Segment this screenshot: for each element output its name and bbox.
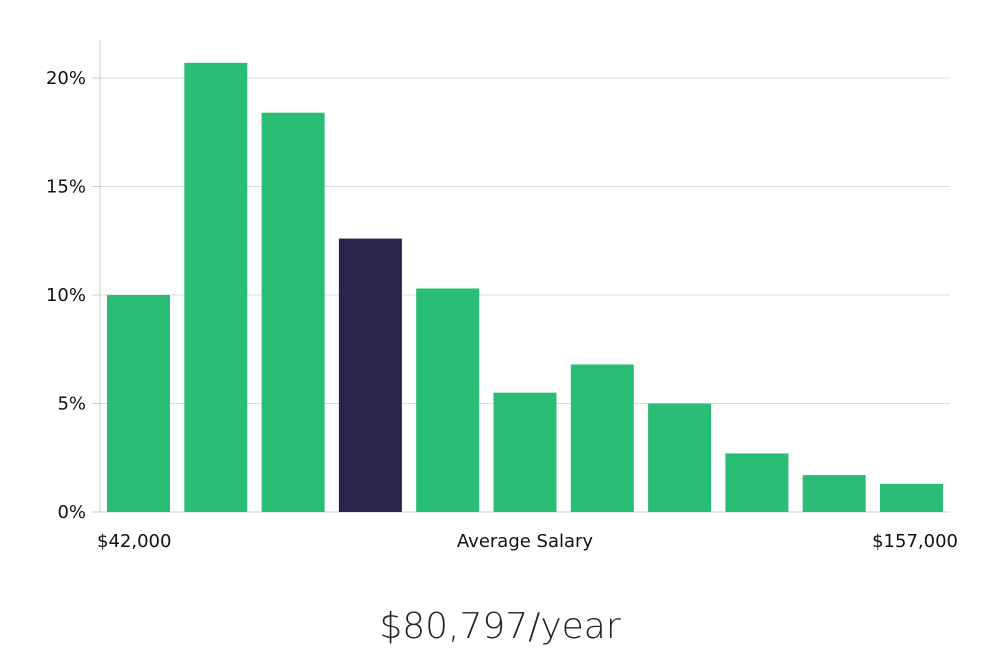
y-tick-label: 5% <box>57 394 86 415</box>
bars <box>107 62 943 513</box>
y-axis-tick-labels: 0% 5% 10% 15% 20% <box>46 68 86 523</box>
salary-histogram: 0% 5% 10% 15% 20% $42,000 Average Salary $15… <box>46 40 958 552</box>
bar <box>648 403 712 512</box>
x-max-label: $157,000 <box>872 531 958 552</box>
y-tick-label: 10% <box>46 285 86 306</box>
bar <box>493 392 557 512</box>
y-tick-label: 0% <box>57 502 86 523</box>
bar <box>261 112 325 512</box>
bar <box>416 288 480 512</box>
bar <box>570 364 634 512</box>
y-tick-label: 20% <box>46 68 86 89</box>
y-tick-label: 15% <box>46 177 86 198</box>
bar <box>880 483 943 512</box>
bar-highlight-average <box>338 238 402 512</box>
bar <box>184 62 248 513</box>
x-axis-title: Average Salary <box>457 531 594 552</box>
average-salary-value: $80,797/year <box>379 606 621 647</box>
bar <box>802 475 866 512</box>
bar <box>725 453 789 512</box>
x-min-label: $42,000 <box>97 531 171 552</box>
bar <box>107 295 170 512</box>
